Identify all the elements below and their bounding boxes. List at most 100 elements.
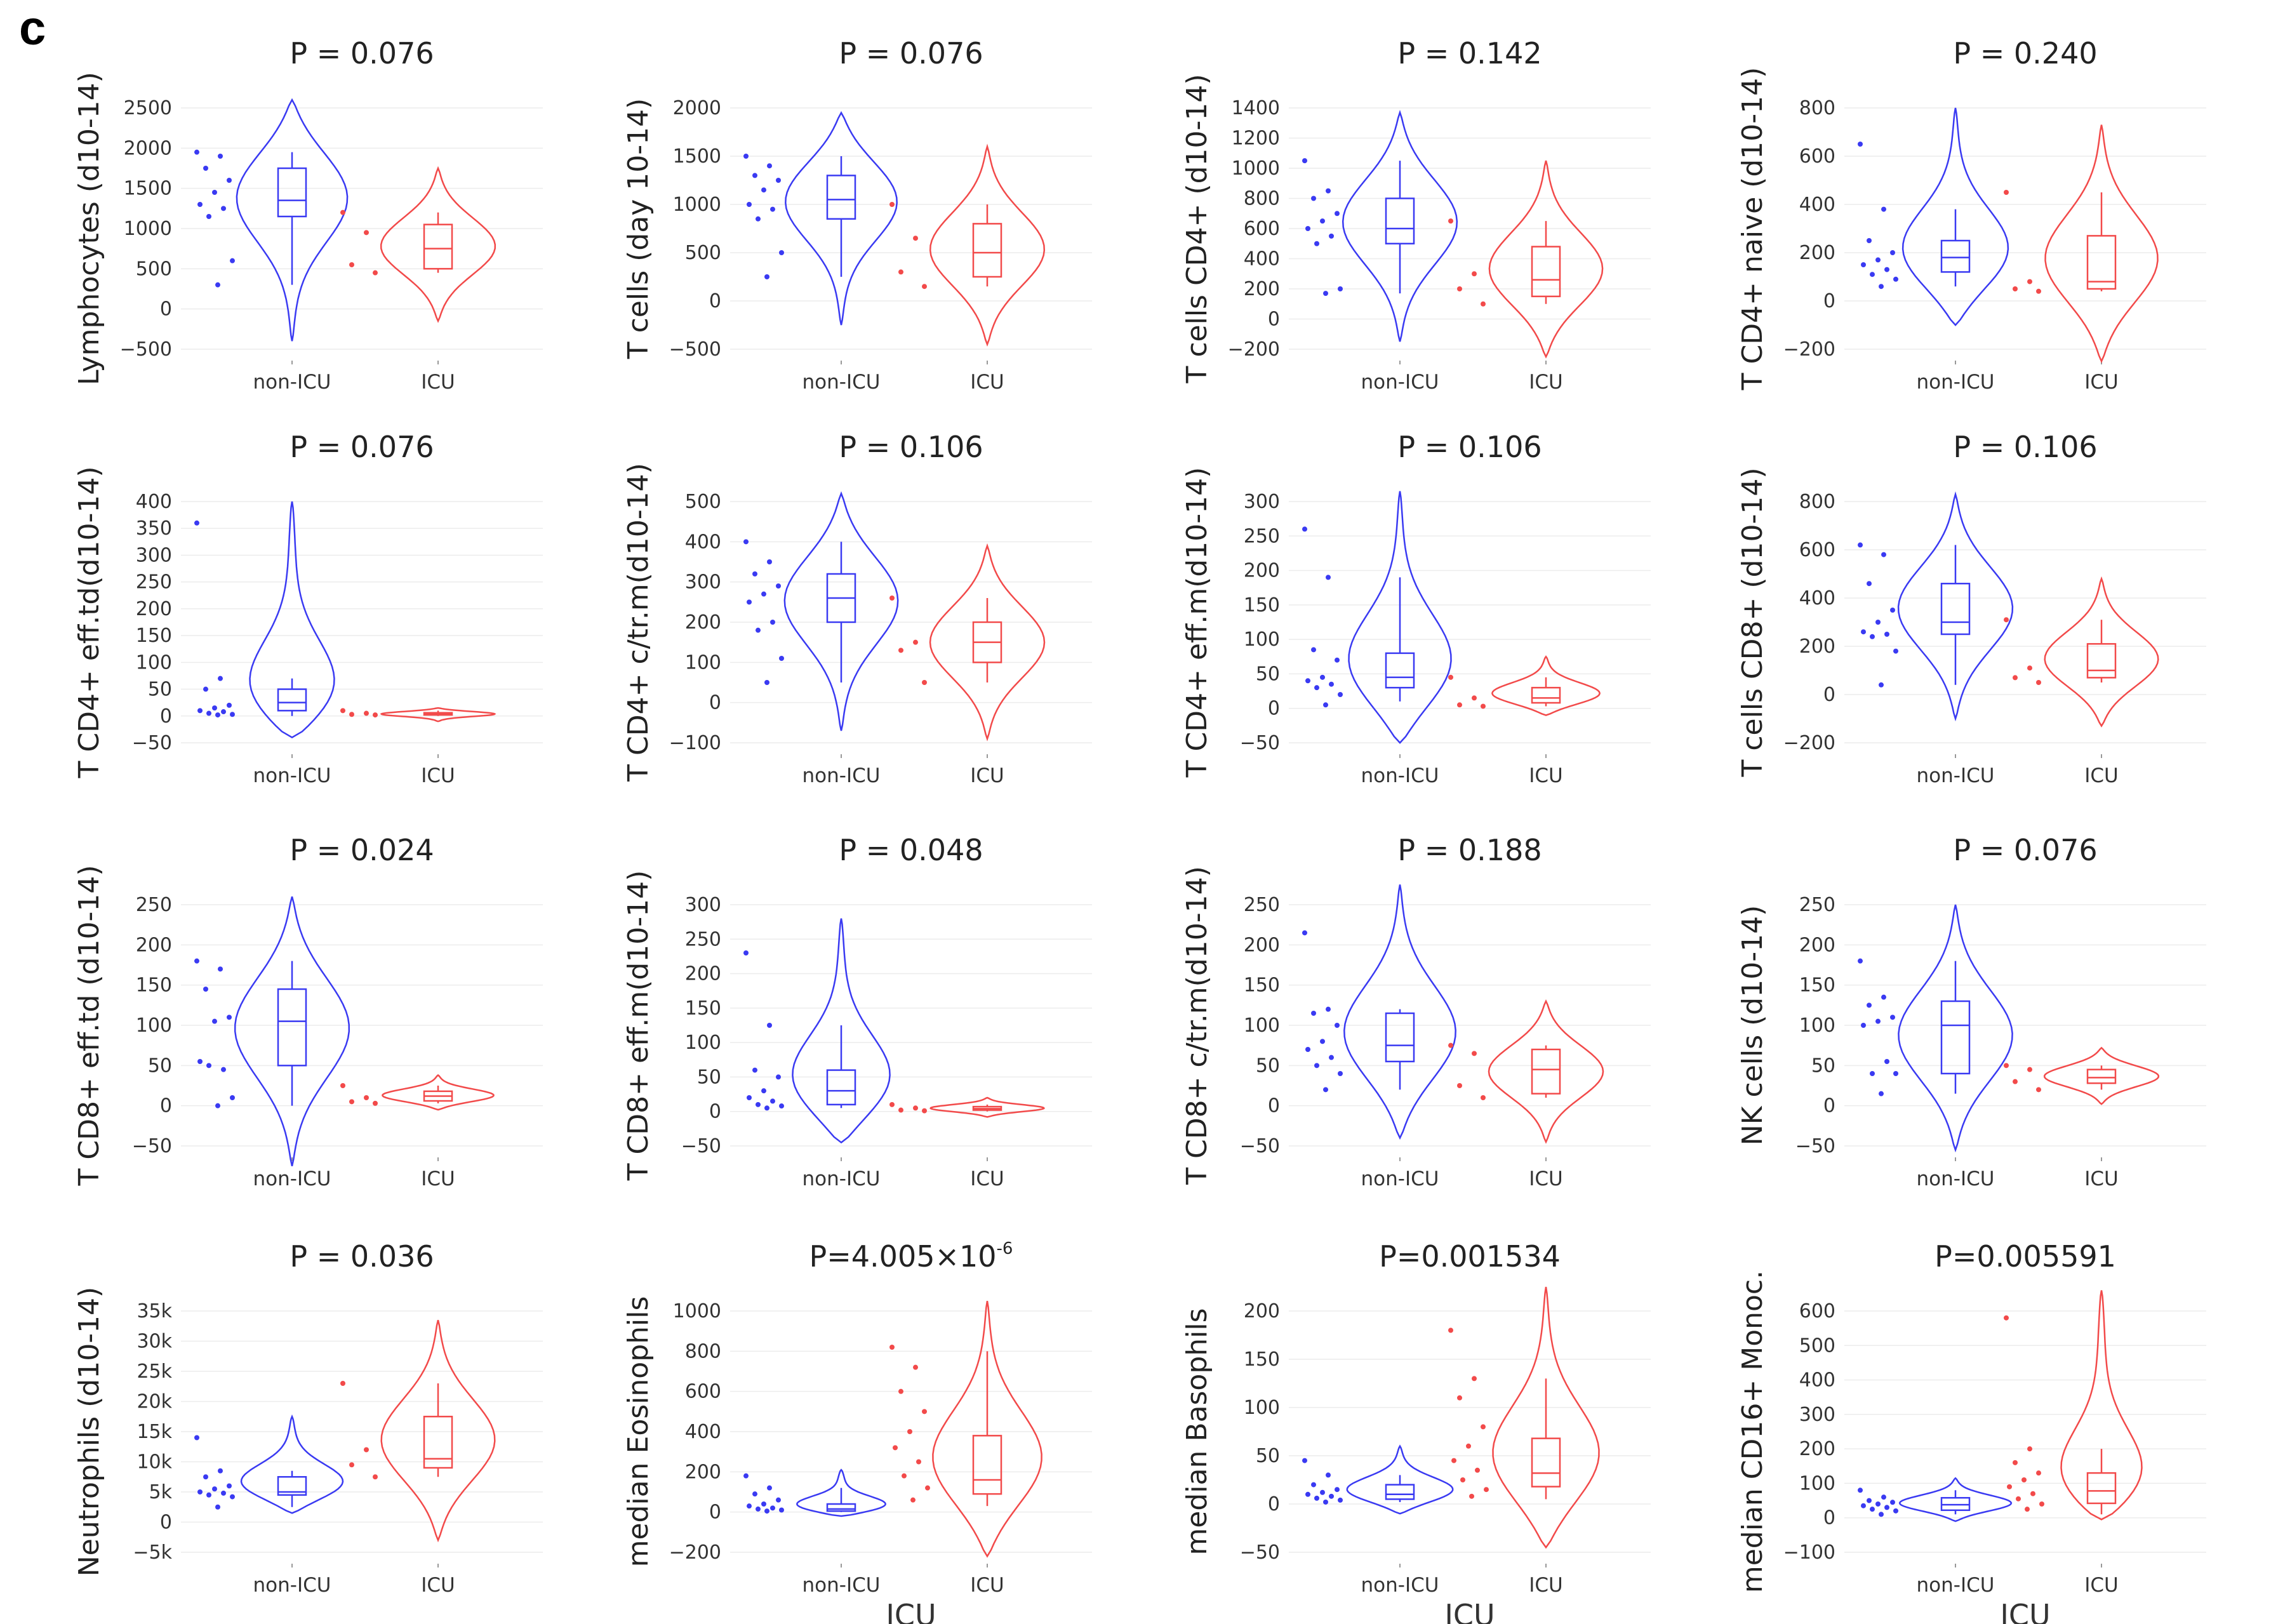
data-point xyxy=(203,1474,208,1480)
data-point xyxy=(1302,158,1307,164)
y-tick-label: 100 xyxy=(1244,629,1280,651)
y-tick-label: 250 xyxy=(136,894,172,916)
data-point xyxy=(1884,632,1889,637)
violin-non-icu xyxy=(240,1414,344,1514)
y-tick-label: 400 xyxy=(685,1421,721,1443)
data-point xyxy=(1858,142,1863,147)
data-point xyxy=(221,1490,226,1496)
data-point xyxy=(767,559,772,564)
violin-non-icu xyxy=(1901,107,2009,326)
data-point xyxy=(1311,1482,1316,1488)
box xyxy=(277,988,307,1067)
y-tick-label: 800 xyxy=(1244,188,1280,210)
y-tick-label: 300 xyxy=(685,571,721,594)
y-tick-label: 1000 xyxy=(673,1300,721,1322)
data-point xyxy=(1335,1023,1340,1028)
data-point xyxy=(1481,1095,1486,1100)
y-tick-label: 100 xyxy=(1244,1397,1280,1419)
chart-title-text: P = 0.188 xyxy=(1397,833,1542,867)
y-tick-label: 30k xyxy=(137,1331,172,1353)
chart-title-text: P=0.005591 xyxy=(1935,1239,2116,1274)
y-tick-label: 300 xyxy=(1244,491,1280,513)
y-tick-label: 100 xyxy=(136,651,172,674)
y-axis-label: T cells (day 10-14) xyxy=(622,98,655,360)
y-tick-label: 0 xyxy=(709,290,721,312)
data-point xyxy=(2039,1501,2044,1507)
data-point xyxy=(889,596,895,601)
x-category-label: non-ICU xyxy=(1917,1574,1995,1597)
y-tick-label: 0 xyxy=(160,1095,172,1117)
x-category-label: non-ICU xyxy=(803,1168,881,1190)
data-point xyxy=(1305,1047,1310,1052)
data-point xyxy=(206,710,211,716)
data-point xyxy=(1323,1087,1328,1093)
data-point xyxy=(1875,1501,1881,1507)
chart-title: P = 0.076 xyxy=(839,36,983,70)
data-point xyxy=(922,1409,927,1414)
x-category-label: non-ICU xyxy=(1917,764,1995,787)
chart-title: P = 0.106 xyxy=(839,430,983,464)
data-point xyxy=(364,1095,369,1100)
data-point xyxy=(203,987,208,992)
box xyxy=(1531,1437,1561,1488)
violin-non-icu xyxy=(249,501,335,739)
data-point xyxy=(364,1447,369,1453)
y-tick-label: 1000 xyxy=(124,218,172,240)
y-tick-label: −5k xyxy=(133,1541,172,1564)
box xyxy=(1940,582,1971,636)
data-point xyxy=(1302,1458,1307,1463)
y-tick-label: 100 xyxy=(685,651,721,674)
y-tick-label: −50 xyxy=(1240,1541,1280,1564)
data-point xyxy=(2004,617,2009,623)
violin-non-icu xyxy=(785,110,898,326)
chart-title-text: P = 0.076 xyxy=(1953,833,2097,867)
data-point xyxy=(218,154,223,159)
data-point xyxy=(194,1435,199,1441)
violin-non-icu xyxy=(792,918,891,1144)
y-axis-label: T CD8+ eff.td (d10-14) xyxy=(73,865,105,1187)
box xyxy=(423,223,453,270)
data-point xyxy=(1320,1489,1325,1495)
chart-title-text: P = 0.142 xyxy=(1397,36,1542,70)
data-point xyxy=(221,1067,226,1072)
data-point xyxy=(1858,542,1863,548)
data-point xyxy=(194,958,199,964)
violin-icu xyxy=(1491,655,1601,716)
y-tick-label: 600 xyxy=(1799,539,1835,561)
data-point xyxy=(2030,1491,2035,1496)
data-point xyxy=(752,173,757,178)
data-point xyxy=(1484,1487,1489,1493)
y-tick-label: 400 xyxy=(1799,194,1835,216)
violin-icu xyxy=(929,543,1046,742)
chart-panel-2: P = 0.076 T cells (day 10-14) −500 0 500 1000… xyxy=(622,36,1092,394)
violin-non-icu xyxy=(1897,491,2014,722)
x-category-label: ICU xyxy=(1529,1168,1562,1190)
data-point xyxy=(2036,288,2041,294)
data-point xyxy=(776,583,781,589)
x-category-label: non-ICU xyxy=(253,764,331,787)
chart-panel-1: P = 0.076 Lymphocytes (d10-14) −500 0 500 100… xyxy=(73,36,543,394)
y-tick-label: −50 xyxy=(1240,1135,1280,1157)
y-tick-label: 500 xyxy=(136,258,172,280)
box xyxy=(1385,1012,1415,1063)
data-point xyxy=(194,520,199,526)
data-point xyxy=(1329,233,1334,239)
y-tick-label: 0 xyxy=(160,298,172,321)
y-axis-label: T CD8+ c/tr.m(d10-14) xyxy=(1181,866,1213,1185)
y-tick-label: 20k xyxy=(137,1391,172,1413)
data-point xyxy=(1326,188,1331,194)
y-tick-label: 2000 xyxy=(124,137,172,159)
y-tick-label: 150 xyxy=(685,997,721,1020)
y-tick-label: −50 xyxy=(132,1135,172,1157)
violin-non-icu xyxy=(1898,1477,2013,1522)
chart-panel-5: P = 0.076 T CD4+ eff.td(d10-14) −50 0 50 100 1… xyxy=(73,430,543,787)
data-point xyxy=(2027,1067,2032,1072)
data-point xyxy=(1867,1498,1872,1503)
data-point xyxy=(373,1474,378,1480)
y-tick-label: −50 xyxy=(1240,732,1280,754)
data-point xyxy=(1329,681,1334,687)
chart-title-text: P=4.005×10 xyxy=(809,1239,997,1274)
y-tick-label: 0 xyxy=(160,1512,172,1534)
y-tick-label: 1500 xyxy=(124,178,172,200)
y-tick-label: 600 xyxy=(1799,145,1835,168)
